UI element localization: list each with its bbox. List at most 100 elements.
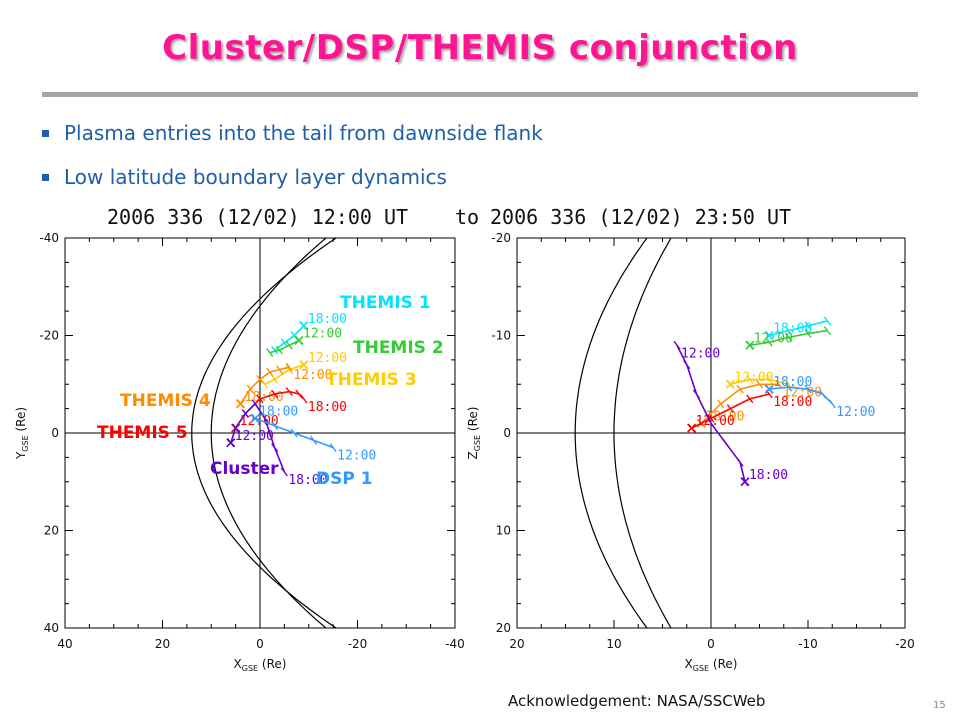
panel-xy-orbit-start-marker-dsp-1 xyxy=(250,413,260,423)
time-range-start: 2006 336 (12/02) 12:00 UT xyxy=(107,205,408,229)
time-range-end: 2006 336 (12/02) 23:50 UT xyxy=(490,205,791,229)
panel-xy-orbit-point-dsp-1 xyxy=(310,435,318,445)
panel-xy-time-label-themis-2: 12:00 xyxy=(303,326,342,341)
panel-xz-x-tick-label: -20 xyxy=(895,637,915,651)
panel-xz-orbit-point-dsp-1 xyxy=(818,389,827,399)
panel-xz-orbit-point-themis-3 xyxy=(765,374,773,384)
panel-xy-orbit-point-themis-5 xyxy=(285,387,293,396)
panel-xz-orbit-point-themis-2 xyxy=(785,333,793,342)
panel-xz-orbit-point-themis-4 xyxy=(736,384,744,394)
panel-xy-x-tick-label: -40 xyxy=(445,637,465,651)
panel-xy-orbit-point-themis-4 xyxy=(275,365,284,375)
spacecraft-label-themis-2: THEMIS 2 xyxy=(353,338,444,358)
panel-xy-orbit-point-themis-4 xyxy=(246,384,254,394)
panel-xz-time-label-themis-5: 12:00 xyxy=(696,414,735,429)
panel-xy-x-tick-label: 40 xyxy=(57,637,72,651)
panel-xz-time-label-themis-3: 12:00 xyxy=(734,370,773,385)
panel-xy-time-label-cluster: 12:00 xyxy=(235,429,274,444)
panel-xz-boundary-curve xyxy=(574,238,648,628)
spacecraft-label-cluster: Cluster xyxy=(210,459,279,479)
panel-xy-x-axis-unit: (Re) xyxy=(258,657,286,671)
panel-xz-time-label-dsp-1: 18:00 xyxy=(773,375,812,390)
panel-xy-boundary-curve xyxy=(191,238,337,628)
panel-xz-y-axis-unit: (Re) xyxy=(466,407,480,435)
panel-xz-orbit-themis-3 xyxy=(730,378,789,386)
panel-xz-orbit-point-cluster xyxy=(692,389,701,399)
panel-xy-y-axis-label: YGSE (Re) xyxy=(14,407,30,460)
panel-xz-time-label-themis-2: 12:00 xyxy=(754,331,793,346)
panel-xz-y-axis-label: ZGSE (Re) xyxy=(466,407,482,460)
panel-xz-y-tick-label: 0 xyxy=(503,426,511,440)
panel-xz-y-tick-label: 20 xyxy=(496,621,511,635)
panel-xy-orbit-point-themis-5 xyxy=(295,389,303,399)
panel-xz-time-label-cluster: 12:00 xyxy=(681,346,720,361)
panel-xy-orbit-point-dsp-1 xyxy=(271,421,279,431)
panel-xy-time-label-themis-3: 12:00 xyxy=(308,351,347,366)
panel-xz-orbit-point-themis-2 xyxy=(765,337,773,347)
bullet-text: Plasma entries into the tail from dawnsi… xyxy=(64,121,543,145)
panel-xz-orbit-point-dsp-1 xyxy=(785,382,793,392)
panel-xy-x-tick-label: 0 xyxy=(256,637,264,651)
panel-xy-orbit-point-dsp-1 xyxy=(290,428,298,438)
panel-xy-y-axis-subscript: GSE xyxy=(21,435,30,451)
panel-xz-orbit-point-themis-4 xyxy=(717,399,725,409)
panel-xy-time-label-themis-1: 18:00 xyxy=(308,312,347,327)
bullet-text: Low latitude boundary layer dynamics xyxy=(64,165,447,189)
panel-xy-y-tick-label: 40 xyxy=(44,621,59,635)
panel-xz-orbit-start-marker-dsp-1 xyxy=(764,384,774,394)
panel-xz-orbit-point-themis-5 xyxy=(726,404,734,414)
bullet-square-icon xyxy=(42,130,49,137)
panel-xy-boundary-curve xyxy=(210,238,327,628)
panel-xy-y-tick-label: 20 xyxy=(44,524,59,538)
panel-xy-orbit-start-marker-cluster xyxy=(226,438,236,448)
panel-xz-orbit-start-marker-themis-5 xyxy=(687,423,697,433)
panel-xy-orbit-point-themis-4 xyxy=(285,362,293,372)
panel-xz-orbit-start-marker-themis-3 xyxy=(725,379,735,389)
panel-xz-time-label-themis-1: 18:00 xyxy=(773,322,812,337)
panel-xy-orbit-start-marker-themis-3 xyxy=(299,360,309,370)
panel-xz-time-label-themis-4: 18:00 xyxy=(705,409,744,424)
panel-xz-orbit-point-themis-1 xyxy=(823,316,831,326)
panel-xz-orbit-point-dsp-1 xyxy=(804,384,812,394)
spacecraft-label-themis-4: THEMIS 4 xyxy=(120,391,211,411)
panel-xz-y-axis-symbol: Z xyxy=(466,451,480,459)
bullet-square-icon xyxy=(42,174,49,181)
panel-xy-time-label-themis-5: 18:00 xyxy=(308,400,347,415)
panel-xy-x-tick-label: -20 xyxy=(348,637,368,651)
panel-xy-orbit-point-themis-5 xyxy=(256,394,264,404)
panel-xy-y-axis-unit: (Re) xyxy=(14,407,28,435)
panel-xz-orbit-point-cluster xyxy=(736,457,744,467)
panel-xz-orbit-point-themis-2 xyxy=(823,326,831,336)
panel-xz-x-tick-label: 10 xyxy=(606,637,621,651)
panel-xz-boundary-curve xyxy=(613,238,672,628)
panel-xz-x-axis-label: XGSE (Re) xyxy=(685,657,738,673)
panel-xz-y-tick-label: -10 xyxy=(491,329,511,343)
panel-xy-x-tick-label: 20 xyxy=(155,637,170,651)
panel-xy-orbit-themis-1 xyxy=(274,325,305,351)
panel-xz-time-label-themis-5: 18:00 xyxy=(773,395,812,410)
panel-xy-y-tick-label: 0 xyxy=(51,426,59,440)
panel-xy-y-axis-symbol: Y xyxy=(14,451,28,460)
panel-xy-orbit-start-marker-themis-2 xyxy=(294,335,304,345)
panel-xz-x-axis-unit: (Re) xyxy=(709,657,737,671)
panel-xy-orbit-point-themis-4 xyxy=(266,367,274,377)
spacecraft-label-dsp-1: DSP 1 xyxy=(316,469,373,489)
panel-xy-orbit-point-cluster xyxy=(261,413,269,423)
panel-xz-orbit-point-dsp-1 xyxy=(828,399,836,409)
spacecraft-label-themis-3: THEMIS 3 xyxy=(326,370,417,390)
bullet-item: Plasma entries into the tail from dawnsi… xyxy=(42,118,543,162)
panel-xz-orbit-start-marker-cluster xyxy=(740,477,750,487)
panel-xy-orbit-start-marker-themis-4 xyxy=(235,399,246,409)
panel-xy-orbit-point-themis-1 xyxy=(271,345,279,355)
panel-xz-orbit-start-marker-themis-2 xyxy=(745,340,755,350)
panel-xy-time-label-dsp-1: 12:00 xyxy=(337,449,376,464)
panel-xz-orbit-point-cluster xyxy=(673,340,681,350)
panel-xy-orbit-point-themis-1 xyxy=(280,338,288,348)
panel-xy-orbit-point-cluster xyxy=(271,443,279,453)
panel-xy-orbit-themis-4 xyxy=(239,366,290,405)
panel-xy-orbit-point-themis-2 xyxy=(266,348,274,357)
panel-xy-orbit-themis-3 xyxy=(264,364,305,386)
panel-xy-orbit-start-marker-themis-1 xyxy=(299,321,309,331)
panel-xy-orbit-point-dsp-1 xyxy=(329,443,337,453)
